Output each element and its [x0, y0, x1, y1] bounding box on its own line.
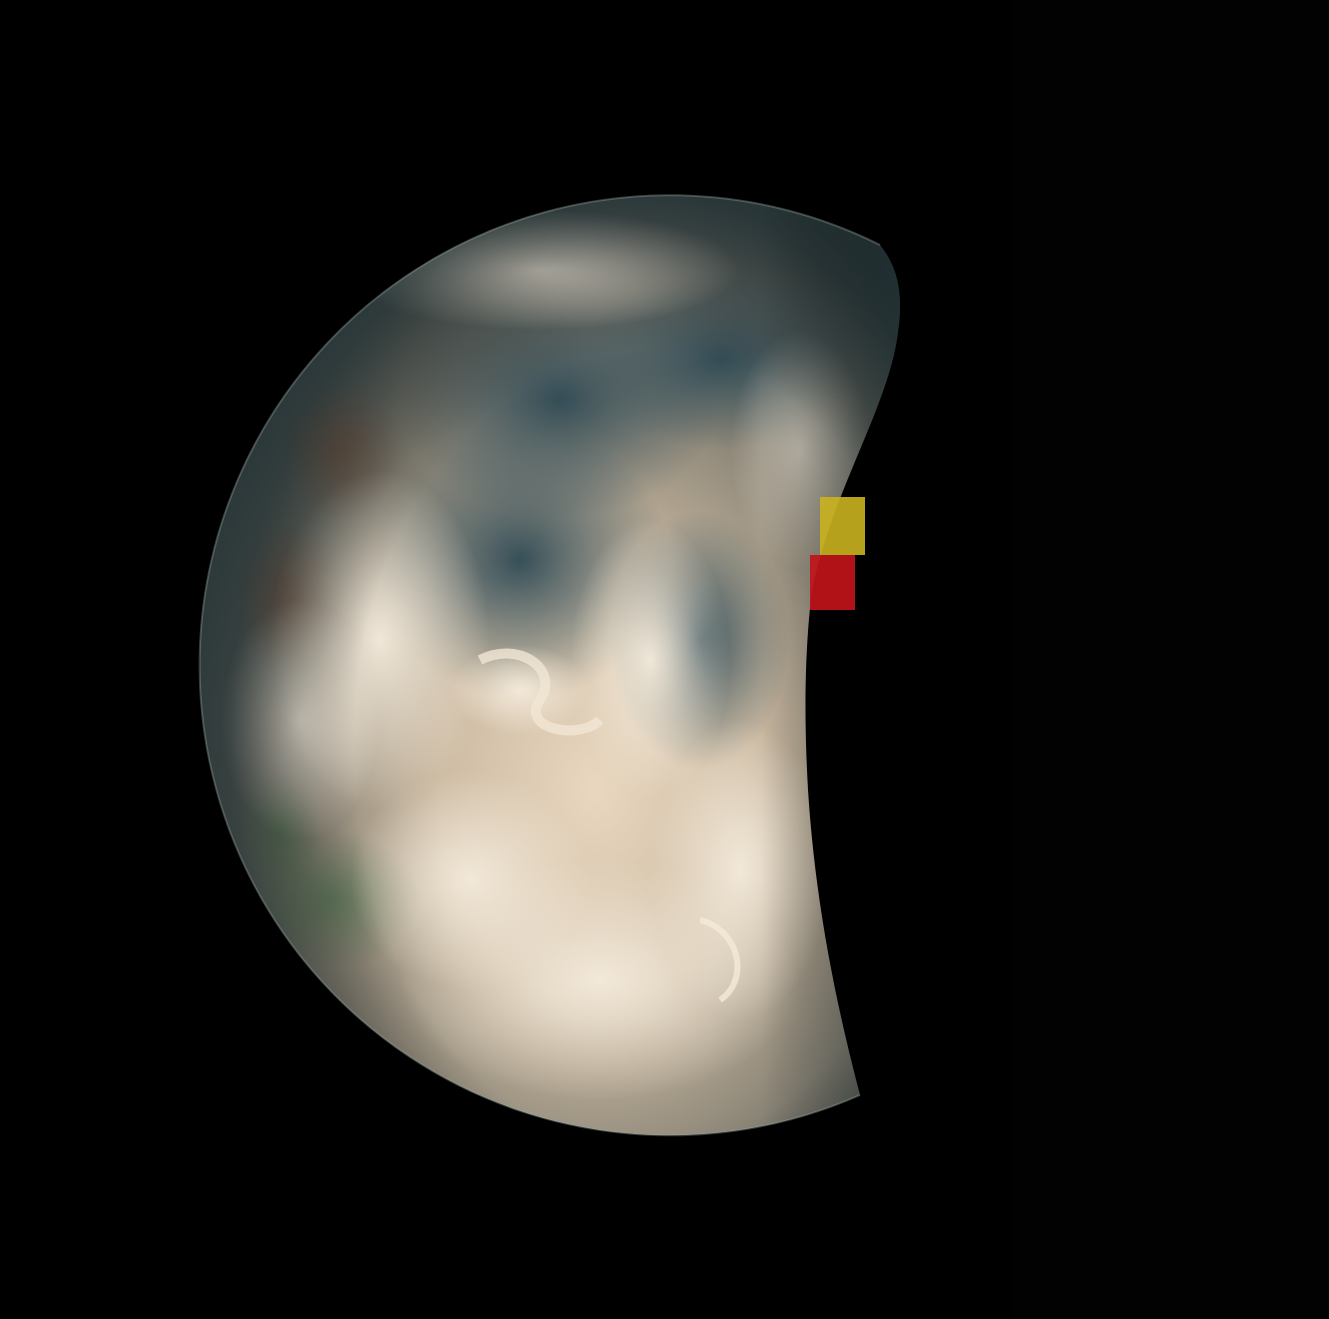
dark-side-band	[1012, 0, 1329, 1319]
red-artifact-patch	[810, 555, 855, 610]
earth-limb-rim	[198, 194, 881, 1137]
earth-disk	[200, 195, 900, 1136]
yellow-artifact-patch	[820, 497, 865, 555]
